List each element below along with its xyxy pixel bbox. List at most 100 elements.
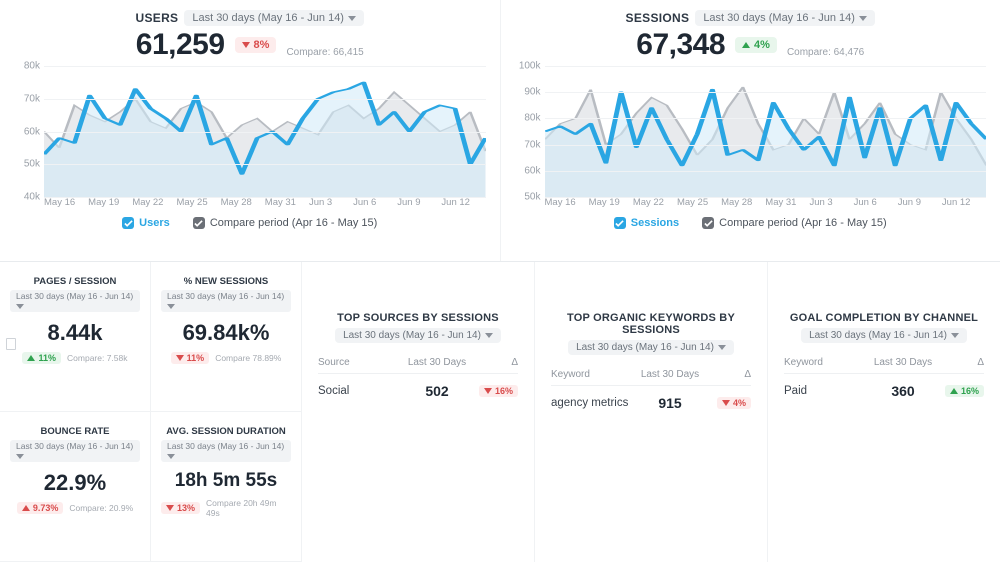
x-tick: May 16 xyxy=(44,197,88,211)
x-tick: May 25 xyxy=(677,197,721,211)
y-tick: 80k xyxy=(524,113,540,124)
pps-range[interactable]: Last 30 days (May 16 - Jun 14) xyxy=(10,290,140,312)
checkbox-icon xyxy=(193,217,205,229)
asd-compare: Compare 20h 49m 49s xyxy=(206,498,291,518)
triangle-down-icon xyxy=(484,388,492,394)
x-tick: May 31 xyxy=(765,197,809,211)
chevron-down-icon xyxy=(167,454,175,459)
br-delta: 9.73% xyxy=(17,502,64,514)
triangle-down-icon xyxy=(242,42,250,48)
x-tick: May 22 xyxy=(633,197,677,211)
triangle-up-icon xyxy=(950,388,958,394)
chevron-down-icon xyxy=(16,454,24,459)
checkbox-icon xyxy=(614,217,626,229)
pps-compare: Compare: 7.58k xyxy=(67,353,127,363)
col-mid: Last 30 Days xyxy=(635,369,705,380)
top-sources-range[interactable]: Last 30 days (May 16 - Jun 14) xyxy=(335,328,501,343)
checkbox-icon xyxy=(122,217,134,229)
users-legend-primary[interactable]: Users xyxy=(122,217,170,229)
top-sources-title: TOP SOURCES BY SESSIONS xyxy=(318,312,518,324)
new-sessions-card: % NEW SESSIONS Last 30 days (May 16 - Ju… xyxy=(151,262,302,412)
gridline xyxy=(44,66,486,67)
gridline xyxy=(545,197,987,198)
table-row[interactable]: Social 502 16% xyxy=(318,374,518,408)
triangle-down-icon xyxy=(166,505,174,511)
checkbox-icon xyxy=(702,217,714,229)
row-value: 360 xyxy=(868,383,938,399)
triangle-down-icon xyxy=(722,400,730,406)
col-source: Source xyxy=(318,357,402,368)
kpi-grid: PAGES / SESSION Last 30 days (May 16 - J… xyxy=(0,262,302,562)
gridline xyxy=(44,132,486,133)
x-tick: May 19 xyxy=(88,197,132,211)
chevron-down-icon xyxy=(16,304,24,309)
sessions-delta: 4% xyxy=(754,39,770,51)
sessions-range-label: Last 30 days (May 16 - Jun 14) xyxy=(703,12,855,24)
gridline xyxy=(545,145,987,146)
y-tick: 70k xyxy=(24,93,40,104)
x-tick: Jun 12 xyxy=(942,197,986,211)
gridline xyxy=(545,66,987,67)
users-card: USERS Last 30 days (May 16 - Jun 14) 61,… xyxy=(0,0,500,261)
x-tick: Jun 3 xyxy=(309,197,353,211)
x-tick: May 28 xyxy=(721,197,765,211)
sessions-legend: Sessions Compare period (Apr 16 - May 15… xyxy=(515,211,987,231)
x-tick: May 28 xyxy=(221,197,265,211)
asd-range[interactable]: Last 30 days (May 16 - Jun 14) xyxy=(161,440,291,462)
document-icon xyxy=(6,338,16,350)
x-tick: May 16 xyxy=(545,197,589,211)
table-row[interactable]: Paid 360 16% xyxy=(784,374,984,408)
y-tick: 50k xyxy=(24,159,40,170)
asd-value: 18h 5m 55s xyxy=(161,470,291,492)
top-keywords-range[interactable]: Last 30 days (May 16 - Jun 14) xyxy=(568,340,734,355)
pps-delta: 11% xyxy=(22,352,61,364)
goal-completion-range[interactable]: Last 30 days (May 16 - Jun 14) xyxy=(801,328,967,343)
gridline xyxy=(44,197,486,198)
asd-title: AVG. SESSION DURATION xyxy=(161,426,291,437)
goal-completion-title: GOAL COMPLETION BY CHANNEL xyxy=(784,312,984,324)
bottom-row: PAGES / SESSION Last 30 days (May 16 - J… xyxy=(0,262,1000,562)
goal-completion-card: GOAL COMPLETION BY CHANNEL Last 30 days … xyxy=(768,262,1000,562)
sessions-compare: Compare: 64,476 xyxy=(787,47,864,58)
x-tick: Jun 6 xyxy=(854,197,898,211)
top-keywords-header-row: Keyword Last 30 Days Δ xyxy=(551,369,751,386)
gridline xyxy=(545,171,987,172)
x-tick: May 25 xyxy=(176,197,220,211)
table-row[interactable]: agency metrics 915 4% xyxy=(551,386,751,420)
chevron-down-icon xyxy=(485,333,493,338)
x-tick: Jun 9 xyxy=(898,197,942,211)
top-sources-header-row: Source Last 30 Days Δ xyxy=(318,357,518,374)
users-legend-compare[interactable]: Compare period (Apr 16 - May 15) xyxy=(193,217,378,229)
chevron-down-icon xyxy=(859,16,867,21)
br-range[interactable]: Last 30 days (May 16 - Jun 14) xyxy=(10,440,140,462)
users-legend: Users Compare period (Apr 16 - May 15) xyxy=(14,211,486,231)
gridline xyxy=(545,118,987,119)
sessions-legend-primary[interactable]: Sessions xyxy=(614,217,679,229)
users-chart: 40k50k60k70k80k May 16May 19May 22May 25… xyxy=(14,66,486,211)
ns-range[interactable]: Last 30 days (May 16 - Jun 14) xyxy=(161,290,291,312)
col-delta: Δ xyxy=(705,369,751,380)
row-key: agency metrics xyxy=(551,397,635,409)
users-compare: Compare: 66,415 xyxy=(286,47,363,58)
sessions-legend-compare[interactable]: Compare period (Apr 16 - May 15) xyxy=(702,217,887,229)
top-keywords-title: TOP ORGANIC KEYWORDS BY SESSIONS xyxy=(551,312,751,336)
x-tick: May 31 xyxy=(265,197,309,211)
col-keyword: Keyword xyxy=(551,369,635,380)
y-tick: 60k xyxy=(524,165,540,176)
users-range-label: Last 30 days (May 16 - Jun 14) xyxy=(192,12,344,24)
row-value: 502 xyxy=(402,383,472,399)
row-delta: 16% xyxy=(479,385,518,397)
users-range-selector[interactable]: Last 30 days (May 16 - Jun 14) xyxy=(184,10,364,26)
sessions-chart: 50k60k70k80k90k100k May 16May 19May 22Ma… xyxy=(515,66,987,211)
triangle-up-icon xyxy=(27,355,35,361)
sessions-card: SESSIONS Last 30 days (May 16 - Jun 14) … xyxy=(500,0,1000,261)
top-row: USERS Last 30 days (May 16 - Jun 14) 61,… xyxy=(0,0,1000,262)
x-tick: Jun 3 xyxy=(809,197,853,211)
col-delta: Δ xyxy=(938,357,984,368)
br-compare: Compare: 20.9% xyxy=(69,503,133,513)
x-tick: May 22 xyxy=(132,197,176,211)
chevron-down-icon xyxy=(951,333,959,338)
row-key: Social xyxy=(318,385,402,397)
x-tick: Jun 12 xyxy=(441,197,485,211)
sessions-range-selector[interactable]: Last 30 days (May 16 - Jun 14) xyxy=(695,10,875,26)
